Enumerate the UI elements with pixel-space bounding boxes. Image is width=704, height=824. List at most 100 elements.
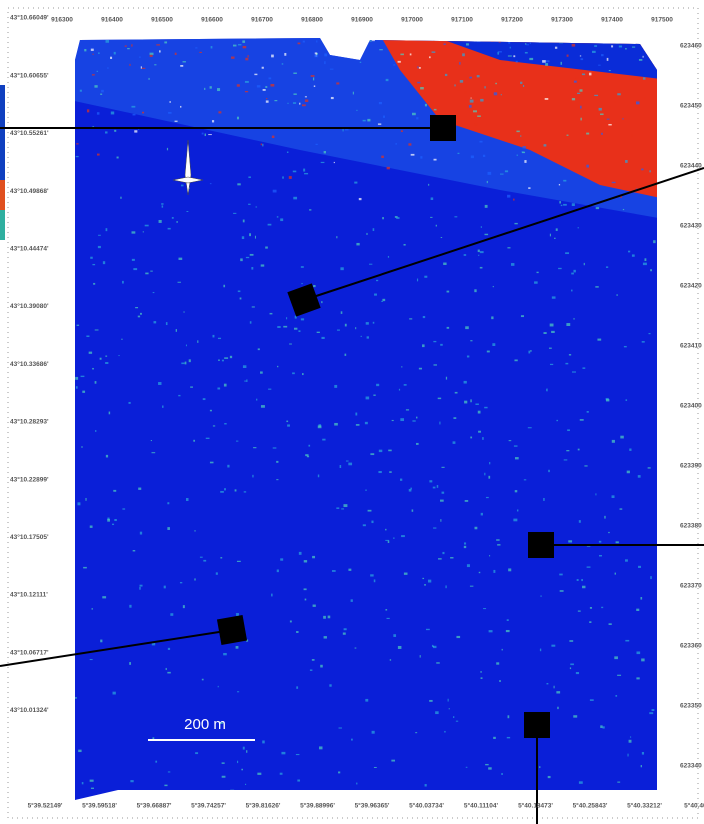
speckle	[237, 183, 241, 186]
speckle	[638, 59, 643, 61]
speckle	[246, 750, 248, 753]
speckle	[212, 334, 215, 338]
speckle	[84, 48, 87, 52]
top-tick-label: 916900	[351, 17, 373, 24]
speckle	[513, 198, 515, 201]
speckle	[470, 340, 473, 342]
speckle	[433, 527, 437, 529]
bottom-tick-label: 5°39.59518'	[82, 802, 117, 810]
speckle	[454, 216, 458, 218]
speckle	[348, 462, 353, 466]
speckle	[432, 486, 436, 489]
top-tick-label: 917400	[601, 17, 623, 24]
speckle	[338, 727, 342, 729]
speckle	[365, 698, 369, 702]
speckle	[268, 388, 272, 390]
speckle	[463, 545, 467, 549]
speckle	[629, 448, 632, 451]
speckle	[113, 489, 117, 492]
speckle	[595, 207, 600, 210]
speckle	[440, 343, 443, 346]
speckle	[444, 730, 446, 733]
speckle	[389, 659, 392, 661]
speckle	[155, 760, 158, 763]
speckle	[316, 40, 318, 43]
speckle	[276, 479, 279, 481]
speckle	[486, 350, 490, 353]
speckle	[445, 585, 447, 589]
speckle	[367, 509, 372, 512]
speckle	[622, 208, 625, 211]
speckle	[608, 531, 610, 534]
speckle	[323, 636, 327, 639]
speckle	[457, 90, 462, 92]
speckle	[442, 551, 445, 555]
speckle	[359, 61, 362, 63]
speckle	[161, 203, 164, 205]
speckle	[606, 399, 610, 402]
speckle	[99, 357, 102, 360]
speckle	[565, 362, 569, 365]
speckle	[453, 716, 455, 718]
speckle	[158, 382, 162, 385]
speckle	[469, 585, 474, 587]
speckle	[484, 86, 486, 89]
speckle	[241, 768, 243, 771]
speckle	[246, 639, 249, 642]
speckle	[507, 715, 510, 719]
speckle	[438, 558, 442, 560]
speckle	[237, 691, 240, 693]
speckle	[280, 218, 284, 222]
speckle	[188, 359, 191, 363]
speckle	[171, 217, 174, 219]
speckle	[256, 398, 258, 401]
speckle	[95, 430, 97, 432]
speckle	[75, 697, 77, 699]
speckle	[500, 173, 504, 175]
speckle	[124, 45, 127, 47]
speckle	[466, 564, 470, 568]
speckle	[320, 664, 323, 668]
speckle	[260, 405, 265, 408]
speckle	[91, 74, 95, 76]
speckle	[317, 425, 322, 429]
speckle	[368, 40, 372, 42]
speckle	[440, 236, 443, 239]
speckle	[454, 391, 458, 394]
speckle	[497, 51, 500, 55]
speckle	[281, 751, 286, 755]
speckle	[243, 491, 247, 493]
speckle	[583, 262, 585, 266]
speckle	[611, 439, 615, 443]
speckle	[300, 318, 305, 321]
speckle	[153, 321, 157, 324]
speckle	[203, 559, 207, 562]
speckle	[340, 267, 344, 271]
speckle	[600, 113, 604, 116]
speckle	[107, 518, 111, 522]
speckle	[169, 101, 171, 103]
speckle	[81, 782, 84, 785]
speckle	[584, 465, 588, 467]
speckle	[513, 518, 518, 522]
speckle	[548, 469, 550, 473]
speckle	[553, 685, 555, 689]
speckle	[333, 161, 335, 164]
speckle	[252, 474, 254, 478]
right-tick-label: 623420	[680, 283, 702, 290]
left-tick-label: 43°10.44474'	[10, 245, 49, 253]
speckle	[193, 439, 196, 442]
speckle	[376, 383, 380, 387]
speckle	[234, 489, 237, 492]
speckle	[265, 86, 268, 88]
speckle	[236, 560, 241, 562]
speckle	[343, 504, 348, 508]
left-tick-label: 43°10.60655'	[10, 71, 49, 79]
speckle	[631, 254, 635, 257]
speckle	[83, 566, 87, 569]
speckle	[120, 196, 122, 199]
left-tick-label: 43°10.49868'	[10, 187, 49, 195]
speckle	[625, 48, 627, 50]
speckle	[556, 691, 561, 694]
speckle	[342, 632, 346, 635]
